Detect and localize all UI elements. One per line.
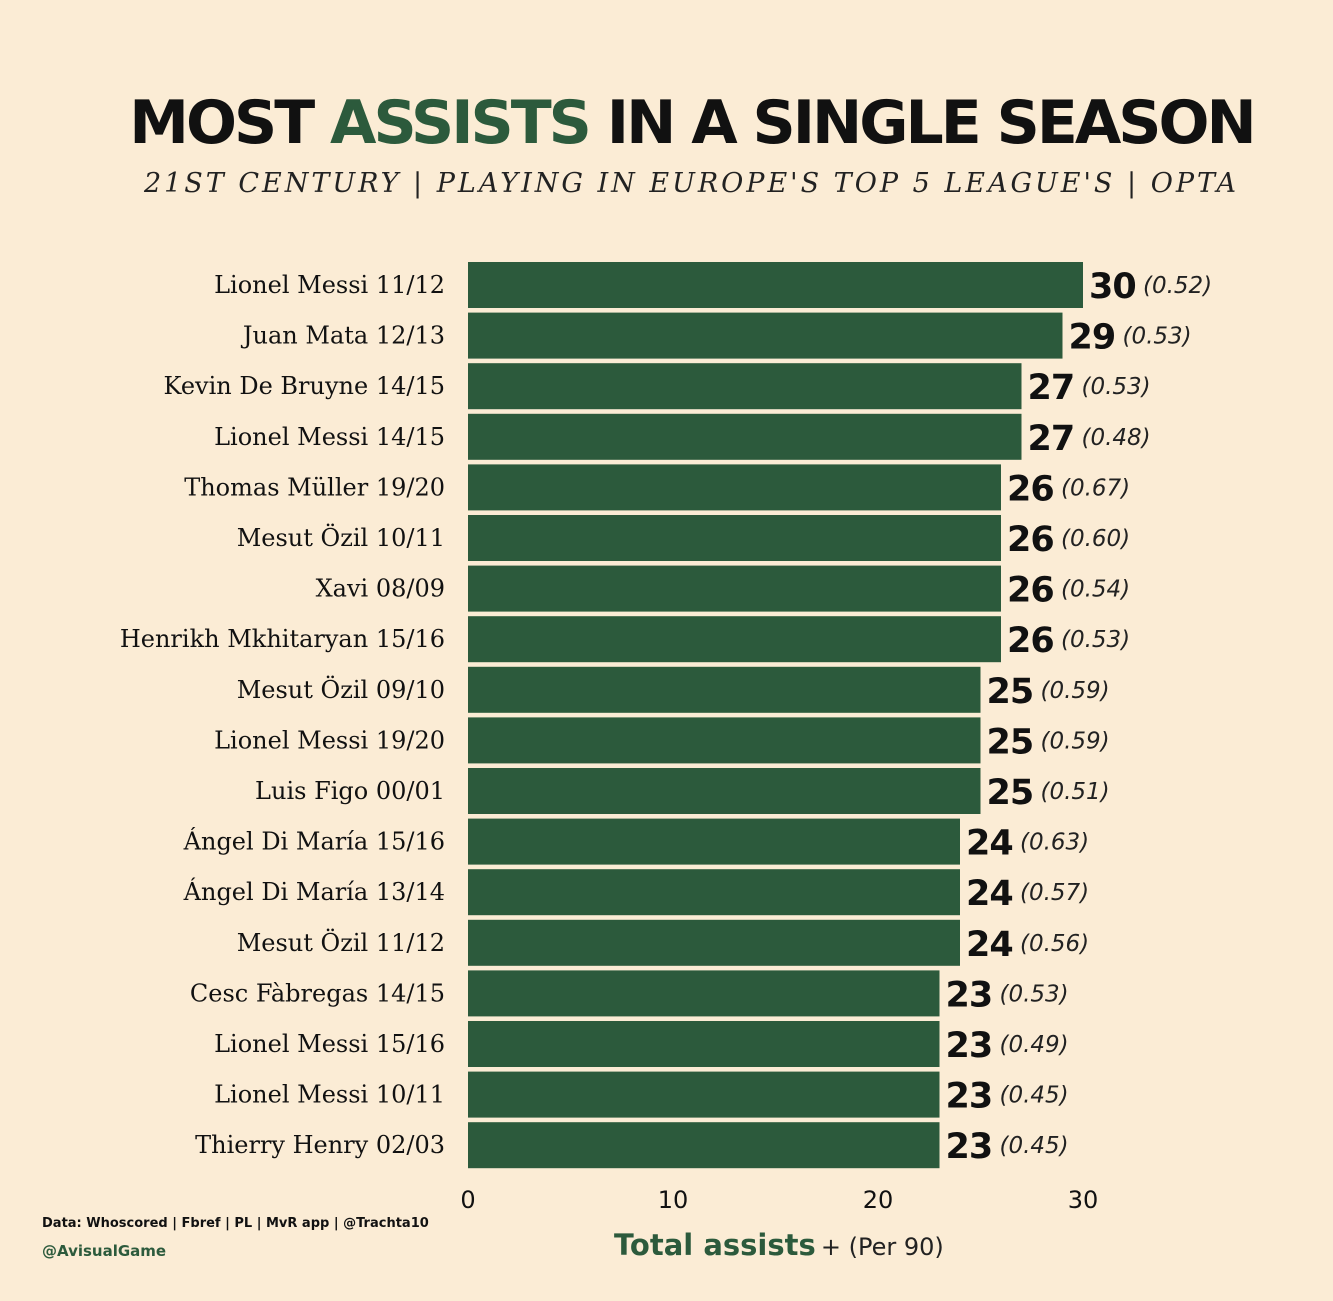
bar-category-label: Lionel Messi 19/20 [214, 726, 445, 754]
bar-per90-label: (0.59) [1041, 728, 1110, 754]
bar-per90-label: (0.54) [1061, 577, 1130, 603]
bar-per90-label: (0.63) [1020, 830, 1089, 856]
bar-category-label: Juan Mata 12/13 [240, 322, 445, 350]
bar-per90-label: (0.59) [1041, 678, 1110, 704]
bar-per90-label: (0.51) [1041, 779, 1110, 805]
bar-value-label: 24 [966, 925, 1013, 965]
bar [468, 413, 1022, 460]
title-part1: MOST [129, 88, 315, 158]
bar-value-label: 26 [1007, 520, 1054, 560]
bar-value-label: 30 [1089, 267, 1136, 307]
bar-value-label: 26 [1007, 469, 1054, 509]
bar-per90-label: (0.53) [1082, 374, 1151, 400]
bar-value-label: 26 [1007, 621, 1054, 661]
bar-per90-label: (0.48) [1082, 425, 1151, 451]
bar-value-label: 29 [1069, 318, 1116, 358]
x-axis-label: Total assists + (Per 90) [614, 1228, 944, 1262]
data-source-note: Data: Whoscored | Fbref | PL | MvR app |… [42, 1216, 429, 1231]
bar [468, 717, 981, 764]
title-part2: IN A SINGLE SEASON [606, 88, 1257, 158]
bar-value-label: 23 [946, 1026, 993, 1066]
bar-category-label: Ángel Di María 15/16 [183, 827, 445, 856]
bar-value-label: 27 [1028, 419, 1075, 459]
bar-value-label: 26 [1007, 571, 1054, 611]
bar-category-label: Kevin De Bruyne 14/15 [164, 372, 445, 400]
x-axis-label-main: Total assists [614, 1228, 816, 1262]
bar-category-label: Thomas Müller 19/20 [184, 473, 445, 501]
bar-category-label: Lionel Messi 10/11 [214, 1081, 445, 1109]
x-tick-label: 10 [658, 1186, 689, 1214]
chart-title: MOST ASSISTS IN A SINGLE SEASON [0, 88, 1333, 158]
bar-category-label: Lionel Messi 15/16 [214, 1030, 445, 1058]
bar-category-label: Mesut Özil 11/12 [237, 928, 445, 957]
bar [468, 1021, 940, 1067]
title-accent: ASSISTS [330, 88, 592, 158]
bar [468, 970, 940, 1017]
bar-value-label: 23 [946, 1127, 993, 1167]
bar-per90-label: (0.56) [1020, 931, 1089, 957]
bar-value-label: 25 [987, 773, 1034, 813]
bar-per90-label: (0.53) [1123, 324, 1192, 350]
bar-category-label: Thierry Henry 02/03 [195, 1131, 445, 1159]
bar [468, 262, 1083, 308]
bar-value-label: 23 [946, 1077, 993, 1117]
bar [468, 768, 981, 814]
bar-per90-label: (0.53) [1000, 981, 1069, 1007]
bar-per90-label: (0.53) [1061, 627, 1130, 653]
bar-category-label: Xavi 08/09 [316, 575, 445, 603]
bar [468, 464, 1001, 511]
chart-subtitle: 21ST CENTURY | PLAYING IN EUROPE'S TOP 5… [143, 168, 1240, 199]
bar [468, 869, 960, 916]
bar-per90-label: (0.60) [1061, 526, 1130, 552]
bar [468, 666, 981, 713]
bar-per90-label: (0.45) [1000, 1083, 1069, 1109]
bar [468, 312, 1063, 359]
bar-category-label: Cesc Fàbregas 14/15 [190, 979, 445, 1007]
bar [468, 616, 1001, 663]
bar-per90-label: (0.45) [1000, 1133, 1069, 1159]
bar-category-label: Henrikh Mkhitaryan 15/16 [120, 625, 445, 653]
bar-category-label: Mesut Özil 10/11 [237, 523, 445, 552]
bar [468, 363, 1022, 410]
bar-per90-label: (0.52) [1143, 273, 1212, 299]
bar-category-label: Lionel Messi 11/12 [214, 271, 445, 299]
bar [468, 515, 1001, 561]
bar [468, 818, 960, 865]
bar-value-label: 24 [966, 824, 1013, 864]
bar-category-label: Luis Figo 00/01 [255, 777, 445, 805]
bar [468, 1071, 940, 1118]
bar-per90-label: (0.57) [1020, 880, 1089, 906]
bar-per90-label: (0.49) [1000, 1032, 1069, 1058]
bar-value-label: 23 [946, 975, 993, 1015]
bar-category-label: Ángel Di María 13/14 [183, 877, 445, 906]
bar-value-label: 24 [966, 874, 1013, 914]
bar-value-label: 25 [987, 722, 1034, 762]
author-handle: @AvisualGame [42, 1242, 167, 1260]
x-tick-label: 30 [1068, 1186, 1099, 1214]
bar [468, 1122, 940, 1169]
bar-value-label: 27 [1028, 368, 1075, 408]
bar [468, 565, 1001, 612]
bar-category-label: Lionel Messi 14/15 [214, 423, 445, 451]
bar [468, 919, 960, 966]
x-axis-label-suffix: + (Per 90) [820, 1233, 944, 1261]
bar-category-label: Mesut Özil 09/10 [237, 675, 445, 704]
x-tick-label: 0 [460, 1186, 475, 1214]
bar-per90-label: (0.67) [1061, 475, 1130, 501]
bar-value-label: 25 [987, 672, 1034, 712]
x-tick-label: 20 [863, 1186, 894, 1214]
